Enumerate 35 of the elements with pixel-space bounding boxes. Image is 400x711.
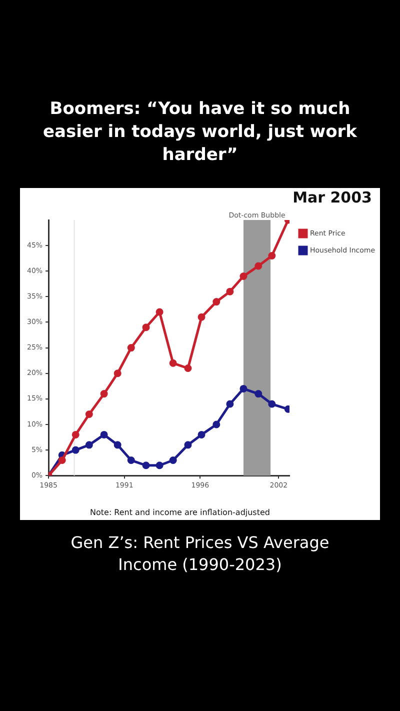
text: Mar 2003 <box>292 188 372 206</box>
point <box>156 308 164 316</box>
point <box>72 430 80 438</box>
point <box>184 441 192 449</box>
point <box>226 288 234 296</box>
point <box>268 252 276 260</box>
point <box>184 364 192 372</box>
chart-title: Boomers: “You have it so much easier in todays world, just work harder” <box>42 98 358 167</box>
point <box>127 344 135 352</box>
text: Note: Rent and income are inflation-adjusted <box>90 508 270 518</box>
point <box>156 462 164 470</box>
point <box>212 298 220 306</box>
point <box>85 410 93 418</box>
point <box>100 430 108 438</box>
point <box>169 456 177 464</box>
point <box>58 456 66 464</box>
point <box>142 324 150 332</box>
point <box>127 456 135 464</box>
point <box>198 313 206 321</box>
point <box>114 441 122 449</box>
point <box>169 359 177 367</box>
point <box>100 390 108 398</box>
point <box>85 441 93 449</box>
point <box>240 272 248 280</box>
point <box>254 390 262 398</box>
point <box>226 400 234 408</box>
point <box>268 400 276 408</box>
text: Gen Z’s: Rent Prices VS Average Income (1990-2023) <box>70 532 330 576</box>
point <box>142 462 150 470</box>
point <box>198 430 206 438</box>
point <box>254 262 262 270</box>
point <box>212 420 220 428</box>
point <box>72 446 80 454</box>
point <box>114 370 122 378</box>
point <box>240 384 248 392</box>
